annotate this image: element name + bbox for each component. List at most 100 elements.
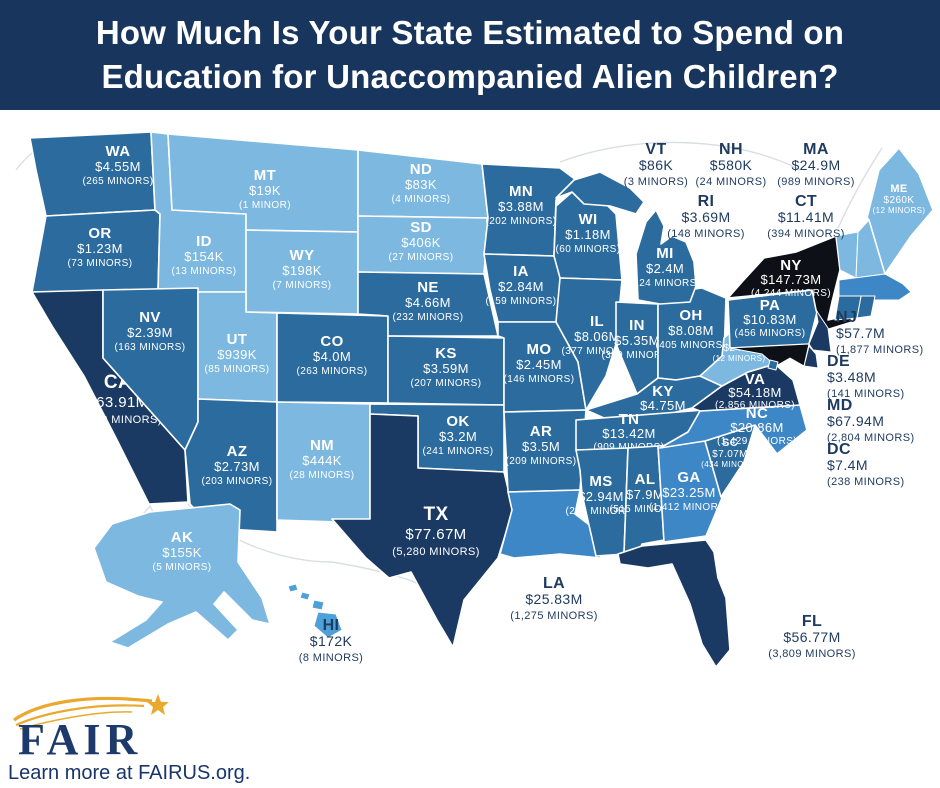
svg-text:$3.59M: $3.59M (423, 361, 469, 376)
svg-text:KS: KS (435, 345, 457, 362)
footer-tagline[interactable]: Learn more at FAIRUS.org. (8, 762, 250, 784)
svg-text:NE: NE (417, 279, 439, 296)
state-label-MD: MD$67.94M (2,804 MINORS) (827, 397, 914, 444)
svg-text:$13.42M: $13.42M (602, 426, 655, 441)
svg-text:HI: HI (323, 617, 340, 634)
svg-text:(5,280 MINORS): (5,280 MINORS) (392, 546, 480, 558)
state-IN: IN$5.35M (309 MINORS) (602, 301, 672, 395)
svg-text:$2.94M: $2.94M (578, 489, 624, 504)
state-SD: SD$406K (27 MINORS) (357, 215, 489, 275)
state-label-ID: ID$154K (13 MINORS) (172, 233, 237, 277)
svg-text:$83K: $83K (405, 177, 437, 192)
svg-text:AK: AK (171, 529, 193, 546)
svg-text:$25.83M: $25.83M (525, 591, 582, 607)
svg-text:(27 MINORS): (27 MINORS) (389, 252, 454, 263)
svg-text:(4 MINORS): (4 MINORS) (392, 194, 451, 205)
svg-text:$24.9M: $24.9M (791, 157, 840, 173)
svg-text:(13 MINORS): (13 MINORS) (172, 266, 237, 277)
svg-text:$2.39M: $2.39M (127, 325, 173, 340)
state-label-SD: SD$406K (27 MINORS) (389, 219, 454, 263)
state-label-OH: OH$8.08M (405 MINORS) (656, 307, 727, 351)
svg-text:RI: RI (698, 193, 715, 210)
svg-text:$2.84M: $2.84M (498, 279, 544, 294)
svg-text:ID: ID (196, 233, 212, 250)
svg-text:$2.4M: $2.4M (646, 261, 684, 276)
state-label-MT: MT$19K (1 MINOR) (239, 167, 291, 211)
svg-text:$10.83M: $10.83M (743, 312, 796, 327)
svg-text:$2.73M: $2.73M (214, 459, 260, 474)
svg-text:UT: UT (227, 331, 248, 348)
svg-text:NV: NV (139, 309, 161, 326)
state-label-VT: VT$86K (3 MINORS) (624, 141, 689, 188)
svg-text:GA: GA (677, 469, 700, 486)
state-label-DC: DC$7.4M (238 MINORS) (827, 441, 904, 488)
state-label-NV: NV$2.39M (163 MINORS) (115, 309, 186, 353)
svg-text:(28 MINORS): (28 MINORS) (290, 470, 355, 481)
svg-text:(405 MINORS): (405 MINORS) (656, 340, 727, 351)
state-label-NJ: NJ$57.7M (1,877 MINORS) (836, 309, 923, 356)
svg-text:$3.69M: $3.69M (681, 209, 730, 225)
svg-text:CT: CT (795, 193, 817, 210)
title-line-1: How Much Is Your State Estimated to Spen… (95, 14, 845, 51)
state-shape-MD (729, 343, 810, 367)
state-shape-LA (499, 489, 602, 559)
svg-text:$172K: $172K (310, 633, 353, 649)
svg-text:(209 MINORS): (209 MINORS) (506, 456, 577, 467)
title-line-2: Education for Unaccompanied Alien Childr… (101, 58, 839, 95)
state-label-OR: OR$1.23M (73 MINORS) (68, 225, 133, 269)
svg-text:MD: MD (827, 397, 853, 414)
state-shape-DC (767, 359, 779, 371)
svg-text:(515 MINORS): (515 MINORS) (610, 504, 681, 515)
state-MD: MD$67.94M (2,804 MINORS) (729, 343, 914, 444)
svg-text:(3 MINORS): (3 MINORS) (624, 176, 689, 188)
state-IL: IL$8.06M (377 MINORS) (555, 277, 632, 411)
state-label-WA: WA$4.55M (265 MINORS) (83, 143, 154, 187)
state-label-AR: AR$3.5M (209 MINORS) (506, 423, 577, 467)
svg-text:(8 MINORS): (8 MINORS) (299, 652, 364, 664)
state-label-IA: IA$2.84M (159 MINORS) (486, 263, 557, 307)
svg-text:$56.77M: $56.77M (783, 629, 840, 645)
svg-text:(85 MINORS): (85 MINORS) (205, 364, 270, 375)
svg-text:(124 MINORS): (124 MINORS) (630, 278, 701, 289)
state-label-PA: PA$10.83M(456 MINORS) (735, 297, 806, 339)
state-label-NH: NH$580K (24 MINORS) (695, 141, 766, 188)
svg-text:(202 MINORS): (202 MINORS) (566, 506, 637, 517)
svg-text:CO: CO (320, 333, 343, 350)
svg-text:$3.48M: $3.48M (827, 369, 876, 385)
title-banner: How Much Is Your State Estimated to Spen… (0, 0, 940, 110)
state-label-AK: AK$155K (5 MINORS) (153, 529, 212, 573)
state-NE: NE$4.66M (232 MINORS) (357, 271, 499, 337)
state-IA: IA$2.84M (159 MINORS) (483, 253, 569, 323)
svg-text:TN: TN (619, 411, 640, 428)
svg-text:IL: IL (590, 313, 604, 330)
svg-text:$19K: $19K (249, 183, 281, 198)
svg-text:OH: OH (679, 307, 702, 324)
state-label-AL: AL$7.9M (515 MINORS) (610, 471, 681, 515)
state-label-MO: MO$2.45M (146 MINORS) (504, 341, 575, 385)
svg-text:(265 MINORS): (265 MINORS) (83, 176, 154, 187)
state-LA: LA$25.83M (1,275 MINORS) (499, 489, 602, 622)
state-label-CT: CT$11.41M (394 MINORS) (767, 193, 844, 240)
state-HI: HI$172K (8 MINORS) (287, 583, 364, 664)
svg-text:(207 MINORS): (207 MINORS) (411, 378, 482, 389)
svg-text:ME: ME (890, 183, 907, 195)
svg-text:(3,809 MINORS): (3,809 MINORS) (768, 648, 856, 660)
svg-text:(141 MINORS): (141 MINORS) (827, 388, 905, 400)
state-shape-HI-island-1 (287, 583, 299, 593)
svg-text:PA: PA (760, 297, 781, 314)
svg-text:NY: NY (780, 257, 802, 274)
svg-text:$7.4M: $7.4M (827, 457, 868, 473)
svg-text:$3.5M: $3.5M (522, 439, 560, 454)
svg-text:(263 MINORS): (263 MINORS) (297, 366, 368, 377)
state-KS: KS$3.59M (207 MINORS) (387, 335, 505, 406)
footer: FAIR Learn more at FAIRUS.org. (6, 688, 326, 788)
state-label-UT: UT$939K (85 MINORS) (205, 331, 270, 375)
svg-text:$154K: $154K (184, 249, 224, 264)
state-VA: VA$54.18M(2,856 MINORS) (691, 363, 801, 412)
state-label-OK: OK$3.2M (241 MINORS) (423, 413, 494, 457)
us-map: WA$4.55M (265 MINORS) OR$1.23M (73 MINORS)… (15, 131, 934, 668)
svg-text:SC: SC (722, 437, 738, 449)
svg-text:MI: MI (656, 245, 673, 262)
state-UT: UT$939K (85 MINORS) (197, 291, 278, 403)
